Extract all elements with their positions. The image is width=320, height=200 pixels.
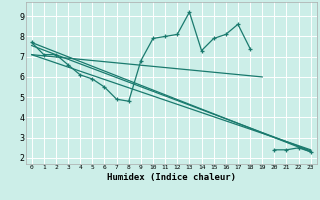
X-axis label: Humidex (Indice chaleur): Humidex (Indice chaleur) xyxy=(107,173,236,182)
